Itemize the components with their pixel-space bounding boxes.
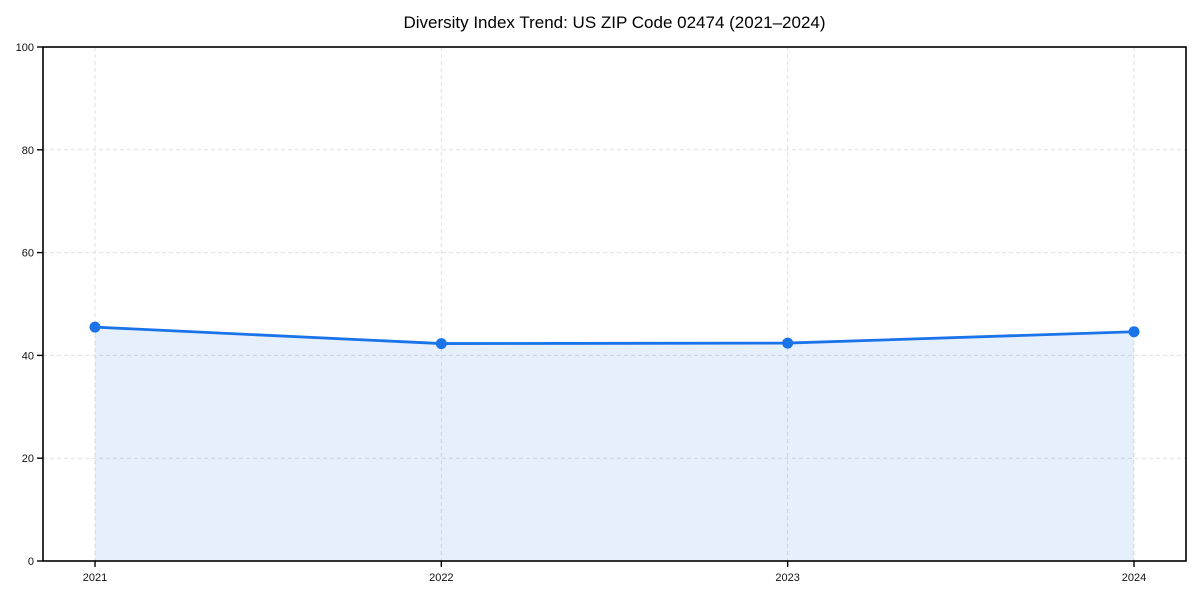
x-tick-label: 2021: [83, 572, 107, 584]
plot-border: [42, 46, 1187, 562]
y-tick-label: 20: [22, 453, 34, 465]
data-point: [89, 321, 101, 333]
x-tick-label: 2024: [1122, 572, 1146, 584]
y-tick-label: 80: [22, 145, 34, 157]
y-tick-label: 60: [22, 248, 34, 260]
data-point: [435, 338, 447, 350]
data-point: [1128, 326, 1140, 338]
chart-title: Diversity Index Trend: US ZIP Code 02474…: [403, 13, 826, 32]
y-tick-label: 0: [28, 556, 34, 568]
y-tick-label: 100: [16, 42, 34, 54]
trend-line: [93, 325, 1136, 345]
x-tick-label: 2023: [775, 572, 799, 584]
area-fill: [95, 327, 1134, 561]
data-point: [782, 337, 794, 349]
x-tick-label: 2022: [429, 572, 453, 584]
y-tick-label: 40: [22, 350, 34, 362]
